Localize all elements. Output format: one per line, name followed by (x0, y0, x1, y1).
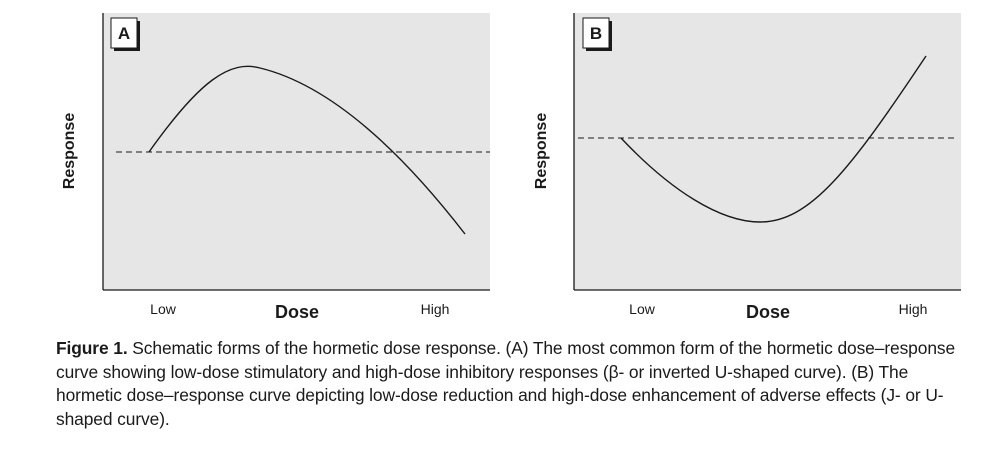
panel-b-x-tick-high: High (899, 301, 928, 317)
panel-b: B Response Low Dose High (533, 13, 961, 322)
panel-b-plot-area (574, 13, 961, 290)
panel-a: A Response Low Dose High (61, 13, 490, 322)
panel-a-letter: A (118, 24, 130, 43)
hormesis-figure: A Response Low Dose High B Response Low … (61, 13, 961, 322)
panel-a-letter-box (110, 17, 138, 49)
panel-a-x-tick-low: Low (150, 301, 177, 317)
panel-b-curve (620, 55, 927, 223)
caption-lead: Figure 1. (56, 338, 128, 358)
panel-b-letter-box (582, 17, 610, 49)
panel-b-y-label: Response (533, 113, 550, 190)
panel-b-x-label: Dose (746, 302, 790, 322)
panel-a-y-label: Response (61, 113, 78, 190)
caption-text: Schematic forms of the hormetic dose res… (56, 338, 956, 429)
figure-caption: Figure 1. Schematic forms of the hormeti… (56, 337, 966, 431)
panel-a-curve (148, 65, 466, 235)
panel-b-letter: B (590, 24, 602, 43)
panel-a-x-tick-high: High (421, 301, 450, 317)
panel-a-x-label: Dose (275, 302, 319, 322)
panel-b-x-tick-low: Low (629, 301, 656, 317)
